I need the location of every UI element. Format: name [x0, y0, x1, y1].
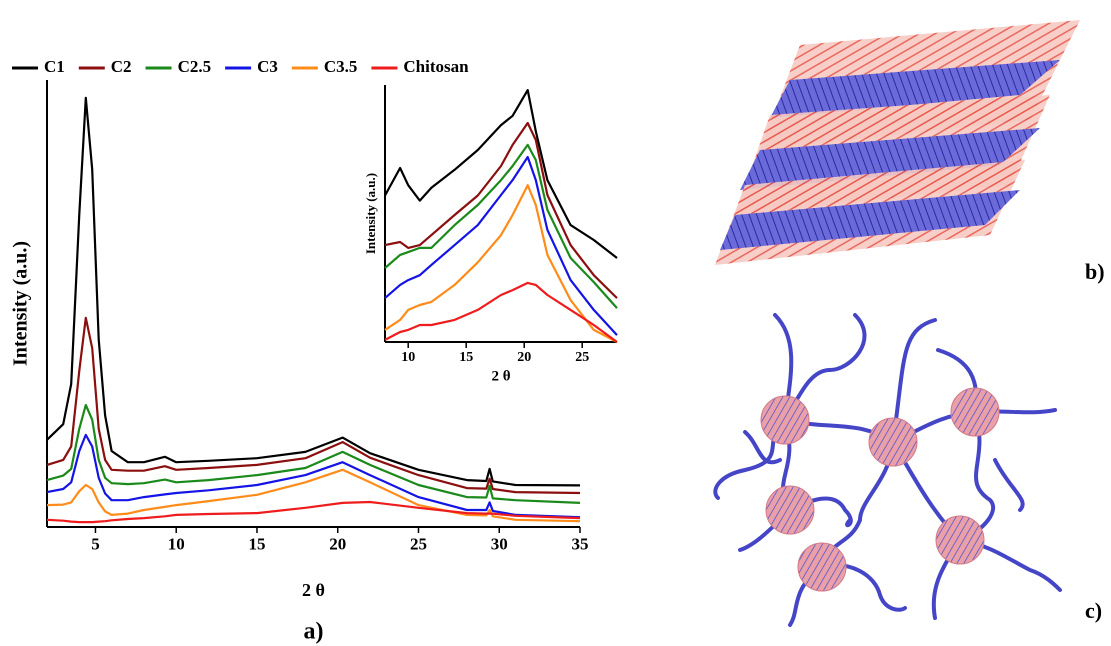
- x-tick-label: 20: [517, 350, 531, 365]
- x-tick-label: 15: [459, 350, 473, 365]
- x-tick-label: 15: [248, 534, 265, 553]
- network-nodes: [760, 387, 1000, 592]
- x-tick-label: 25: [575, 350, 589, 365]
- data-line: [46, 96, 581, 487]
- data-line: [384, 281, 618, 343]
- data-line: [46, 468, 581, 523]
- data-line: [46, 316, 581, 495]
- data-line: [384, 143, 618, 309]
- legend-label: C2: [111, 57, 132, 76]
- legend-label: Chitosan: [403, 57, 469, 76]
- panel-label: b): [1085, 259, 1105, 284]
- network-illustration: [713, 313, 1062, 627]
- legend-label: C3.5: [324, 57, 358, 76]
- y-axis-label: Intensity (a.u.): [10, 241, 32, 366]
- data-line: [384, 155, 618, 336]
- layered-illustration: [715, 20, 1080, 265]
- data-line: [46, 500, 581, 524]
- y-axis-label: Intensity (a.u.): [363, 173, 378, 254]
- panel-label: a): [304, 619, 324, 645]
- x-tick-label: 10: [401, 350, 415, 365]
- x-tick-label: 10: [168, 534, 185, 553]
- x-tick-label: 5: [91, 534, 100, 553]
- x-tick-label: 35: [572, 534, 589, 553]
- x-tick-label: 30: [491, 534, 508, 553]
- data-line: [384, 88, 618, 259]
- x-tick-label: 25: [410, 534, 427, 553]
- legend-label: C1: [44, 57, 65, 76]
- legend-label: C2.5: [178, 57, 212, 76]
- legend-label: C3: [257, 57, 278, 76]
- data-line: [384, 184, 618, 343]
- data-line: [46, 433, 581, 519]
- panel-label: c): [1085, 598, 1102, 623]
- x-axis-label: 2 θ: [302, 580, 325, 600]
- data-line: [46, 403, 581, 504]
- x-axis-label: 2 θ: [491, 368, 510, 384]
- x-tick-label: 20: [329, 534, 346, 553]
- data-line: [384, 121, 618, 299]
